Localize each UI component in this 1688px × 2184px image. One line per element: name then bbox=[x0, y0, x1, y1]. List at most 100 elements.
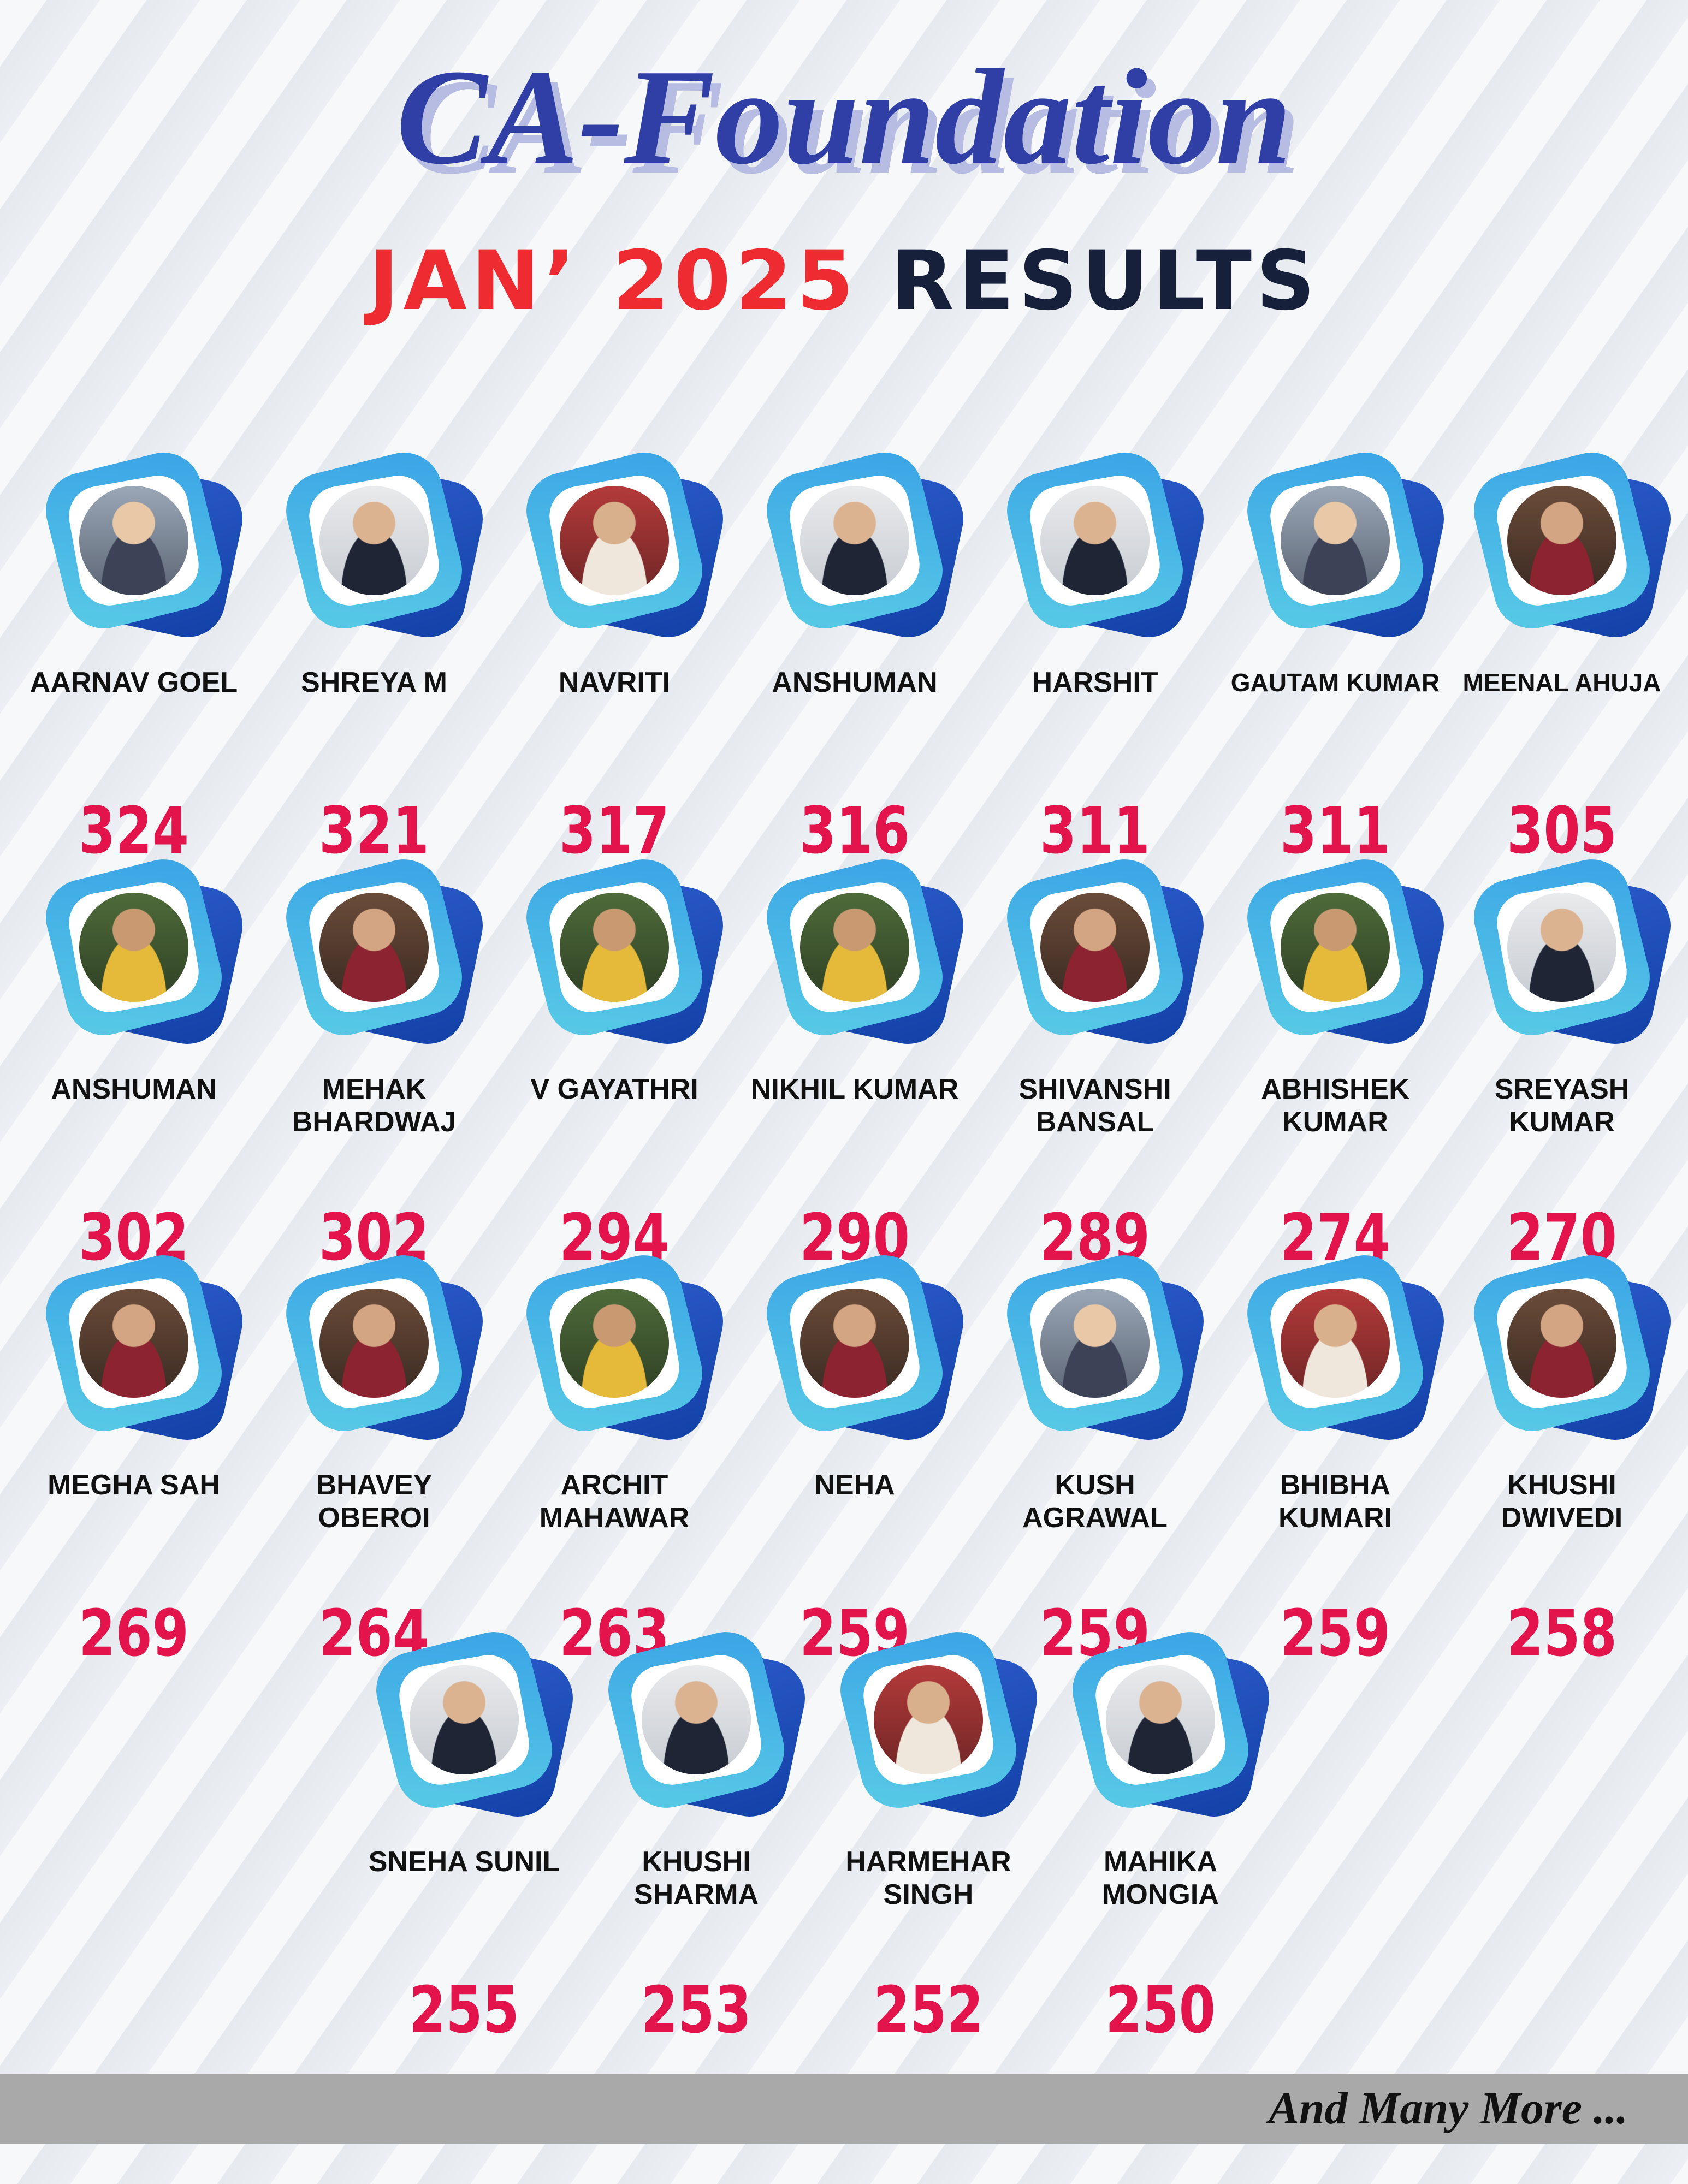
student-card: MAHIKA MONGIA 250 bbox=[1046, 1616, 1276, 2053]
student-score: 317 bbox=[559, 793, 670, 868]
student-card: KHUSHI SHARMA 253 bbox=[582, 1616, 812, 2053]
student-score: 259 bbox=[1280, 1595, 1390, 1671]
student-name: NEHA bbox=[814, 1469, 895, 1501]
student-photo bbox=[800, 1289, 909, 1398]
student-photo bbox=[1507, 1289, 1616, 1398]
student-card: ABHISHEK KUMAR 274 bbox=[1221, 844, 1451, 1280]
student-card: BHAVEY OBEROI 264 bbox=[259, 1239, 490, 1676]
student-photo bbox=[1507, 486, 1616, 595]
subtitle-rest: RESULTS bbox=[891, 234, 1320, 329]
student-photo bbox=[560, 1289, 669, 1398]
footer-text: And Many More ... bbox=[1268, 2083, 1628, 2134]
student-photo bbox=[319, 486, 429, 595]
student-card: SHIVANSHI BANSAL 289 bbox=[980, 844, 1211, 1280]
photo-frame bbox=[270, 844, 490, 1051]
student-name: HARMEHAR SINGH bbox=[845, 1846, 1011, 1910]
student-card: NAVRITI 317 bbox=[500, 437, 730, 874]
photo-frame bbox=[1057, 1616, 1276, 1824]
photo-frame bbox=[991, 844, 1211, 1051]
photo-frame bbox=[270, 1239, 490, 1447]
student-name: ARCHIT MAHAWAR bbox=[539, 1469, 690, 1534]
student-photo bbox=[79, 1289, 188, 1398]
subtitle-highlight: JAN’ 2025 bbox=[368, 234, 858, 329]
student-score: 252 bbox=[873, 1972, 984, 2048]
student-card: HARSHIT 311 bbox=[980, 437, 1211, 874]
student-name: BHIBHA KUMARI bbox=[1278, 1469, 1392, 1534]
student-score: 305 bbox=[1506, 793, 1617, 868]
student-name: HARSHIT bbox=[1032, 667, 1158, 698]
student-score: 253 bbox=[641, 1972, 751, 2048]
student-name: ANSHUMAN bbox=[51, 1073, 217, 1105]
photo-frame bbox=[751, 844, 970, 1051]
photo-frame bbox=[991, 437, 1211, 644]
student-photo bbox=[79, 486, 188, 595]
photo-frame bbox=[1458, 844, 1678, 1051]
student-card: KHUSHI DWIVEDI 258 bbox=[1447, 1239, 1678, 1676]
photo-frame bbox=[360, 1616, 580, 1824]
student-card: ANSHUMAN 302 bbox=[19, 844, 250, 1280]
student-name: AARNAV GOEL bbox=[29, 667, 238, 698]
student-card: AARNAV GOEL 324 bbox=[19, 437, 250, 874]
student-card: MEENAL AHUJA 305 bbox=[1447, 437, 1678, 874]
photo-frame bbox=[30, 844, 250, 1051]
student-name: KHUSHI SHARMA bbox=[633, 1846, 759, 1910]
student-photo bbox=[560, 486, 669, 595]
student-photo bbox=[410, 1665, 519, 1775]
student-photo bbox=[1281, 893, 1390, 1002]
page-title: CA-Foundation bbox=[396, 41, 1292, 193]
student-name: SNEHA SUNIL bbox=[368, 1846, 560, 1878]
student-name: V GAYATHRI bbox=[530, 1073, 698, 1105]
student-card: NIKHIL KUMAR 290 bbox=[740, 844, 970, 1280]
photo-frame bbox=[1458, 1239, 1678, 1447]
student-card: V GAYATHRI 294 bbox=[500, 844, 730, 1280]
student-photo bbox=[1040, 486, 1150, 595]
student-card: HARMEHAR SINGH 252 bbox=[814, 1616, 1044, 2053]
photo-frame bbox=[593, 1616, 812, 1824]
student-card: ANSHUMAN 316 bbox=[740, 437, 970, 874]
student-score: 311 bbox=[1039, 793, 1150, 868]
student-name: BHAVEY OBEROI bbox=[316, 1469, 433, 1534]
photo-frame bbox=[751, 1239, 970, 1447]
photo-frame bbox=[30, 437, 250, 644]
student-score: 316 bbox=[799, 793, 910, 868]
student-name: MEENAL AHUJA bbox=[1462, 668, 1661, 697]
student-name: MEGHA SAH bbox=[48, 1469, 220, 1501]
photo-frame bbox=[270, 437, 490, 644]
photo-frame bbox=[1231, 844, 1451, 1051]
student-photo bbox=[874, 1665, 983, 1775]
photo-frame bbox=[991, 1239, 1211, 1447]
student-card: ARCHIT MAHAWAR 263 bbox=[500, 1239, 730, 1676]
student-name: GAUTAM KUMAR bbox=[1230, 668, 1440, 697]
student-card: MEHAK BHARDWAJ 302 bbox=[259, 844, 490, 1280]
student-score: 250 bbox=[1105, 1972, 1216, 2048]
student-score: 258 bbox=[1506, 1595, 1617, 1671]
student-card: NEHA 259 bbox=[740, 1239, 970, 1676]
student-score: 321 bbox=[318, 793, 429, 868]
student-name: ABHISHEK KUMAR bbox=[1261, 1073, 1409, 1138]
student-photo bbox=[1106, 1665, 1215, 1775]
photo-frame bbox=[825, 1616, 1044, 1824]
student-card: SHREYA M 321 bbox=[259, 437, 490, 874]
student-card: SNEHA SUNIL 255 bbox=[350, 1616, 580, 2053]
photo-frame bbox=[30, 1239, 250, 1447]
student-name: KHUSHI DWIVEDI bbox=[1501, 1469, 1623, 1534]
photo-frame bbox=[1458, 437, 1678, 644]
student-score: 269 bbox=[78, 1595, 189, 1671]
student-card: KUSH AGRAWAL 259 bbox=[980, 1239, 1211, 1676]
student-photo bbox=[319, 1289, 429, 1398]
student-photo bbox=[800, 893, 909, 1002]
student-photo bbox=[1040, 893, 1150, 1002]
results-subtitle: JAN’ 2025 RESULTS bbox=[0, 240, 1688, 322]
footer-bar: And Many More ... bbox=[0, 2074, 1688, 2144]
student-score: 255 bbox=[408, 1972, 519, 2048]
student-card: BHIBHA KUMARI 259 bbox=[1221, 1239, 1451, 1676]
student-name: KUSH AGRAWAL bbox=[1022, 1469, 1168, 1534]
student-photo bbox=[1281, 486, 1390, 595]
photo-frame bbox=[1231, 1239, 1451, 1447]
photo-frame bbox=[511, 437, 730, 644]
student-score: 311 bbox=[1280, 793, 1390, 868]
student-photo bbox=[1281, 1289, 1390, 1398]
student-score: 324 bbox=[78, 793, 189, 868]
student-card: GAUTAM KUMAR 311 bbox=[1221, 437, 1451, 874]
student-name: MEHAK BHARDWAJ bbox=[292, 1073, 457, 1138]
